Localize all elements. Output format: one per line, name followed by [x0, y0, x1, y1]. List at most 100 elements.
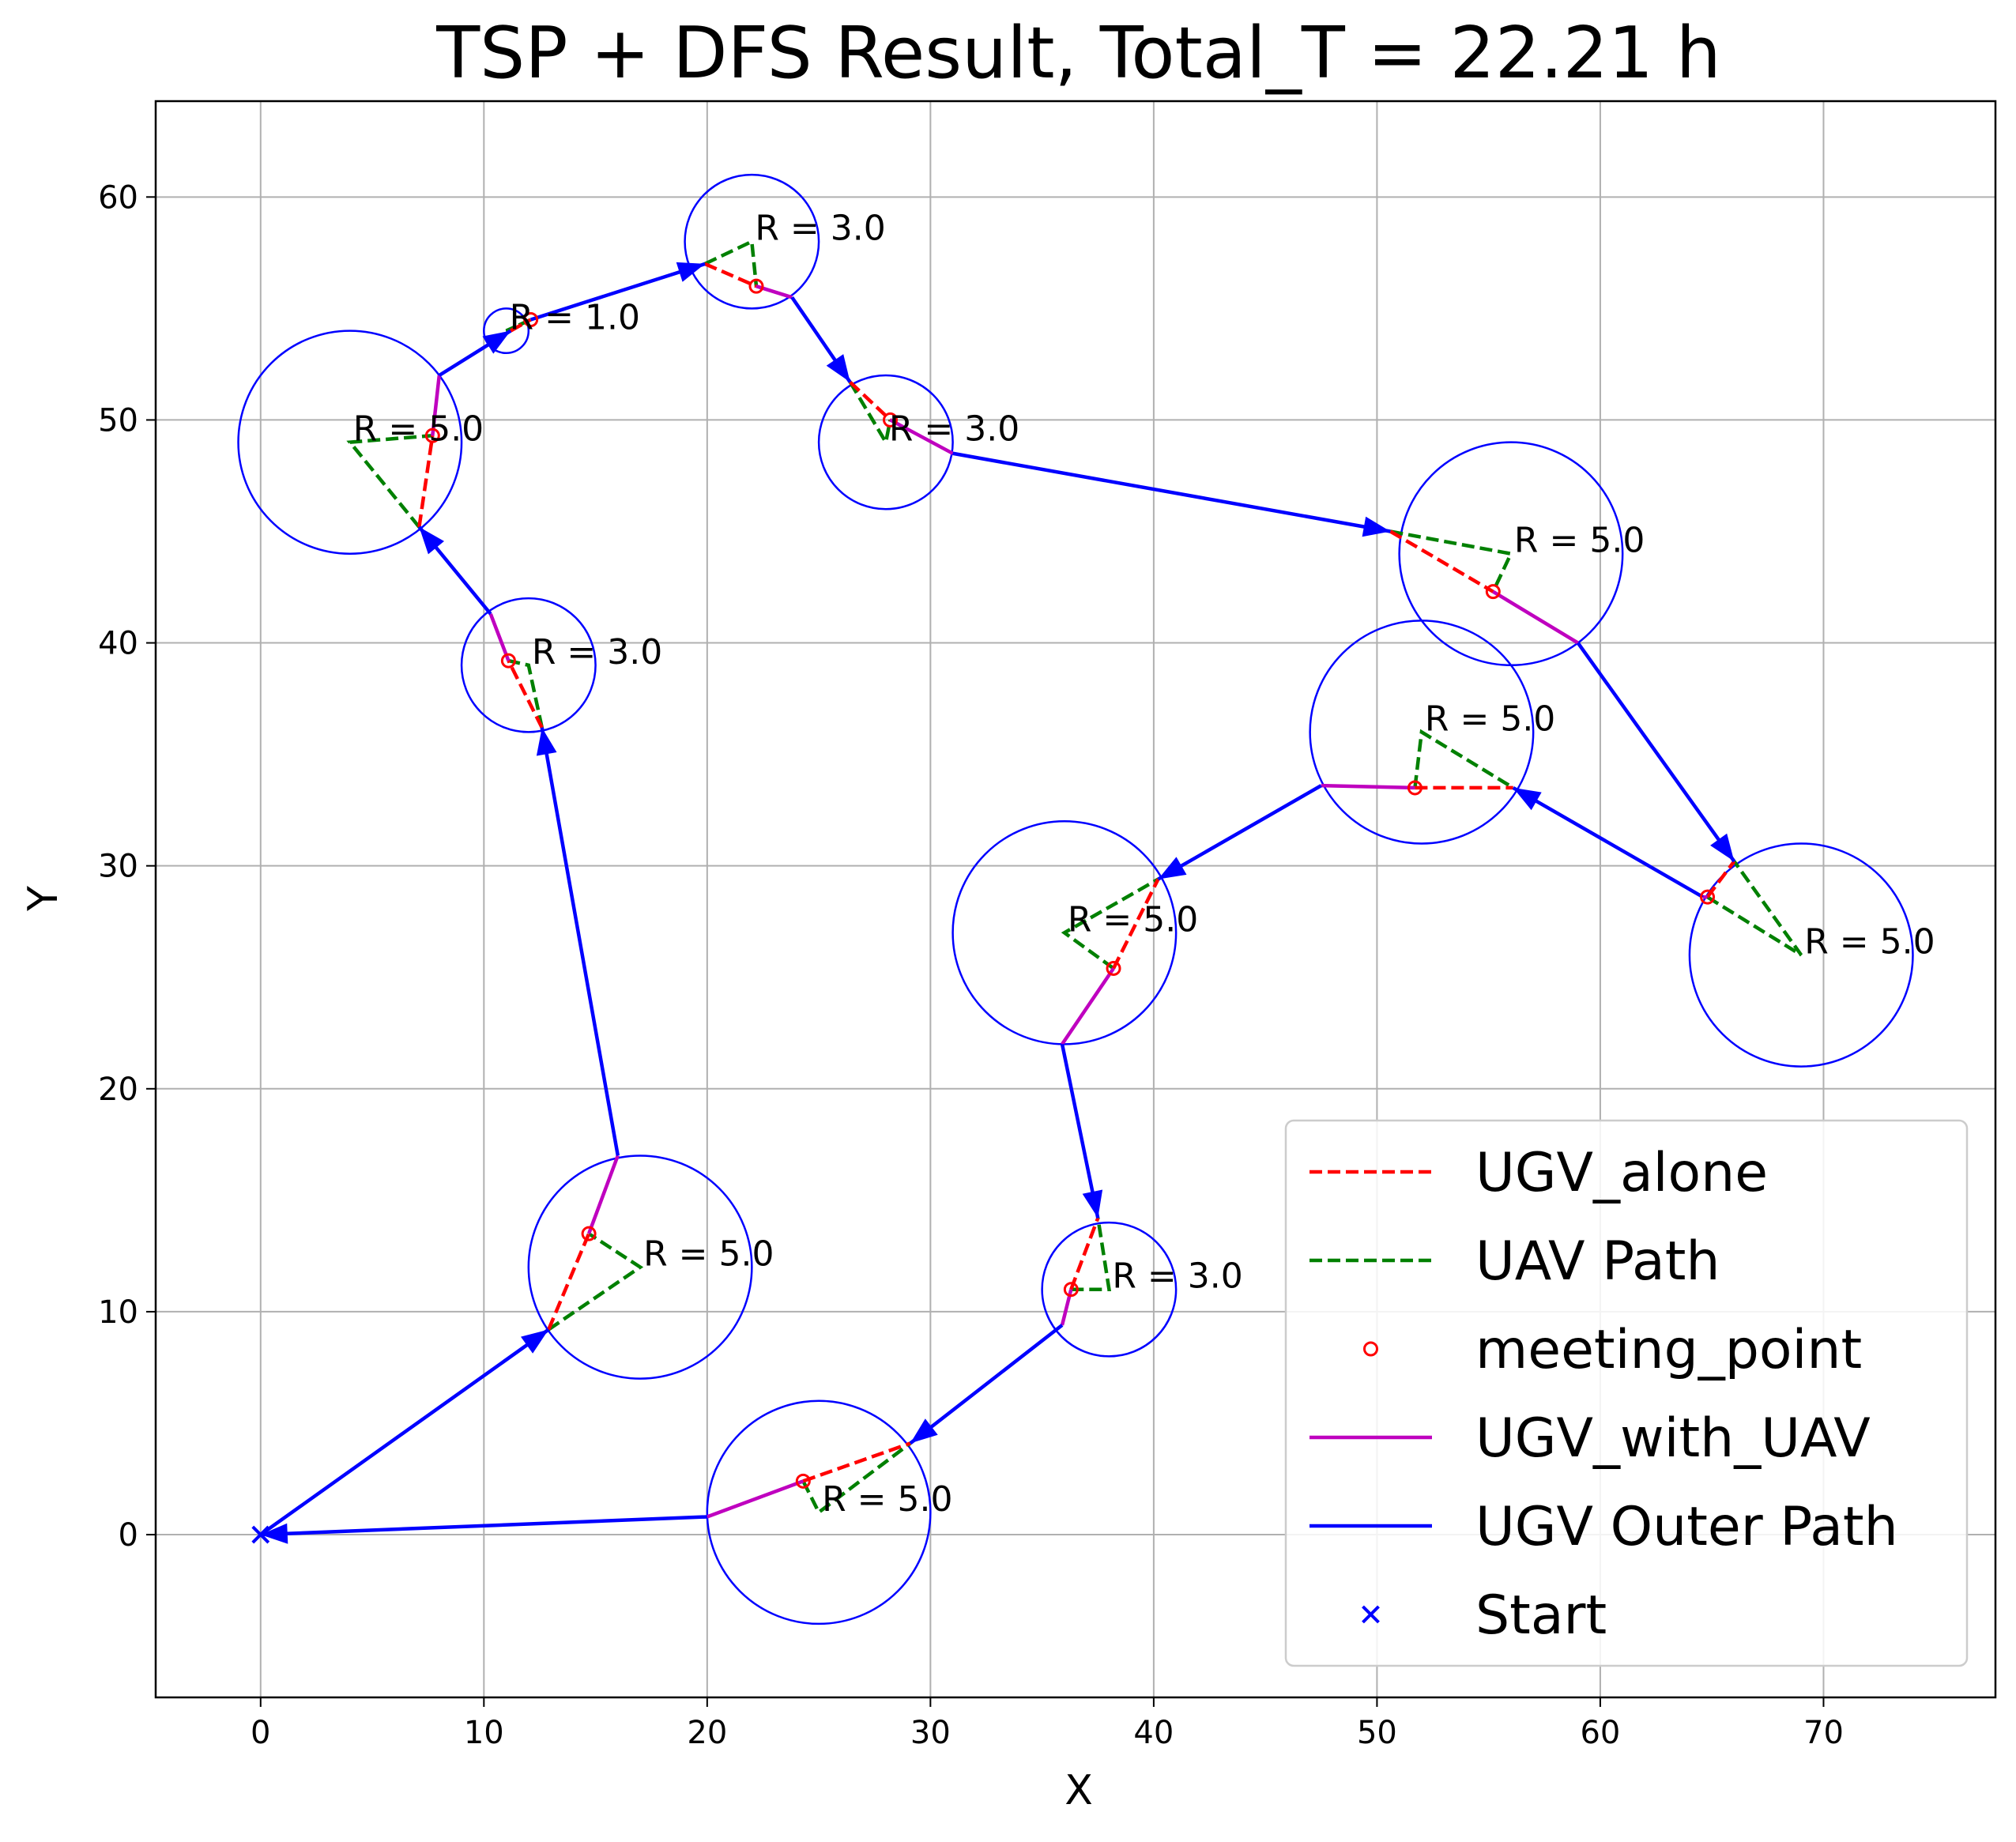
ugv-with-uav-segment: [1061, 967, 1115, 1045]
meeting-point: [1407, 780, 1423, 796]
region-circle: [1041, 1221, 1178, 1358]
ugv-outer-segment: [952, 451, 1391, 533]
x-tick-label: 60: [1580, 1715, 1620, 1751]
uav-path-segment: [1061, 877, 1159, 970]
radius-label: R = 5.0: [822, 1479, 952, 1520]
y-tick-label: 40: [98, 626, 138, 662]
legend-label: UGV_alone: [1475, 1142, 1768, 1204]
ugv-outer-arrowhead: [536, 727, 557, 756]
legend-label: Start: [1475, 1584, 1607, 1647]
ugv-outer-segment: [1157, 784, 1322, 881]
ugv-outer-arrowhead: [826, 354, 850, 382]
uav-path-segment: [848, 381, 892, 447]
x-tick-label: 20: [687, 1715, 727, 1751]
ugv-outer-segment: [260, 1515, 707, 1537]
ugv-outer-segment: [1576, 642, 1736, 863]
region-circle: [1688, 842, 1914, 1068]
radius-label: R = 1.0: [510, 298, 640, 338]
legend-swatch: [1362, 1605, 1380, 1624]
meeting-point: [1700, 889, 1716, 905]
meeting-point: [1485, 584, 1501, 600]
chart-title: TSP + DFS Result, Total_T = 22.21 h: [435, 12, 1721, 95]
meeting-point: [795, 1473, 811, 1489]
ugv-alone-segment: [507, 660, 544, 729]
radius-label: R = 3.0: [889, 409, 1019, 450]
meeting-point: [500, 653, 516, 669]
meeting-point: [1063, 1282, 1079, 1298]
start-marker: [251, 1525, 270, 1544]
region-circle: [1398, 441, 1624, 667]
ugv-outer-arrowhead: [1158, 857, 1187, 880]
meeting-point: [581, 1226, 597, 1241]
ugv-with-uav-segment: [889, 418, 954, 455]
legend-label: UAV Path: [1475, 1230, 1720, 1293]
ugv-alone-segment: [510, 318, 532, 333]
plot-frame: [154, 100, 1997, 1699]
axis-ticks: 0 10 20 30 40 50 60 70 0 10 20 30 40 50 60: [98, 179, 1844, 1751]
radius-label: R = 3.0: [532, 632, 662, 672]
uav-path-segment: [547, 1232, 644, 1332]
region-circle: [237, 330, 463, 555]
uav-path-segment: [801, 1441, 912, 1516]
y-tick-label: 10: [98, 1294, 138, 1331]
radius-label: R = 5.0: [1804, 922, 1935, 962]
legend-label: UGV_with_UAV: [1475, 1407, 1871, 1470]
meeting-point: [424, 428, 440, 443]
x-tick-label: 40: [1133, 1715, 1174, 1751]
uav-path-segment: [704, 239, 759, 287]
ugv-alone-segment: [1389, 529, 1494, 593]
legend-label: meeting_point: [1475, 1319, 1862, 1381]
ugv-outer-arrowhead: [1362, 516, 1391, 537]
region-circle: [706, 1399, 932, 1625]
ugv-with-uav-segment: [707, 1479, 805, 1519]
uav-path-segment: [1413, 729, 1514, 789]
meeting-point: [523, 311, 539, 327]
plot-area: R = 5.0 R = 3.0 R = 5.0 R = 5.0 R = 5.0 R = 5…: [237, 173, 1935, 1625]
region-circle: [684, 173, 820, 310]
ugv-outer-segment: [1512, 785, 1705, 899]
ugv-alone-segment: [802, 1441, 911, 1483]
ugv-outer-arrowhead: [1710, 833, 1735, 861]
y-tick-label: 60: [98, 179, 138, 216]
y-tick-label: 0: [119, 1517, 138, 1554]
y-tick-label: 50: [98, 402, 138, 439]
uav-path-segment: [1706, 860, 1803, 957]
x-tick-label: 50: [1357, 1715, 1397, 1751]
uav-path-segment: [346, 433, 433, 529]
ugv-alone-segment: [1111, 878, 1160, 970]
y-tick-label: 30: [98, 849, 138, 885]
ugv-alone-segment: [704, 262, 757, 288]
radius-label: R = 3.0: [1112, 1256, 1242, 1297]
ugv-outer-segment: [1060, 1043, 1100, 1219]
radius-label: R = 5.0: [353, 409, 484, 450]
x-tick-label: 70: [1803, 1715, 1844, 1751]
ugv-outer-arrowhead: [419, 526, 444, 555]
ugv-with-uav-segment: [1321, 783, 1415, 790]
uav-path-segment: [1071, 1218, 1112, 1291]
y-tick-label: 20: [98, 1072, 138, 1108]
radius-label: R = 5.0: [1068, 899, 1198, 940]
region-circle: [951, 820, 1178, 1045]
ugv-with-uav-segment: [586, 1155, 620, 1234]
ugv-outer-segment: [909, 1324, 1064, 1445]
x-tick-label: 10: [464, 1715, 504, 1751]
radius-label: R = 5.0: [1514, 521, 1645, 561]
ugv-with-uav-segment: [1492, 590, 1579, 645]
uav-path-segment: [1389, 529, 1514, 593]
ugv-alone-segment: [1069, 1217, 1100, 1290]
meeting-point: [748, 278, 764, 294]
ugv-alone-segment: [417, 435, 435, 528]
radius-label: R = 5.0: [643, 1234, 774, 1275]
x-tick-label: 0: [251, 1715, 270, 1751]
legend-label: UGV Outer Path: [1475, 1496, 1898, 1558]
meeting-point: [883, 412, 899, 428]
y-axis-label: Y: [20, 886, 67, 912]
ugv-outer-arrowhead: [260, 1523, 288, 1544]
ugv-outer-segment: [529, 262, 706, 322]
legend: UGV_alone UAV Path meeting_point UGV_with_U…: [1284, 1119, 1969, 1667]
ugv-outer-arrowhead: [910, 1418, 938, 1444]
legend-box: [1284, 1119, 1969, 1667]
meeting-point: [1106, 960, 1121, 976]
